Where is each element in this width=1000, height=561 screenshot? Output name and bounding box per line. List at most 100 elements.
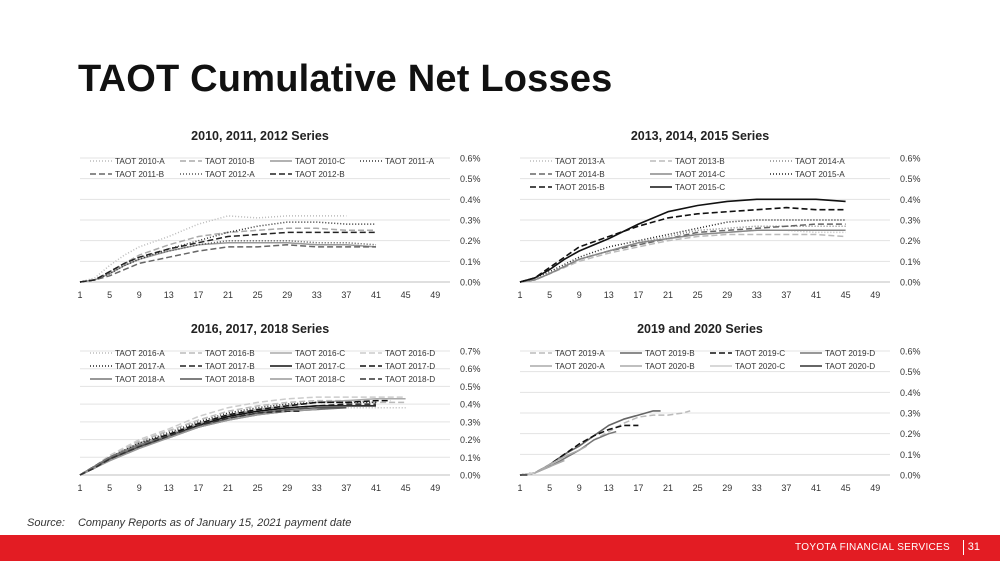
- chart-2013-2015: 2013, 2014, 2015 Series 0.0% 0.1% 0.2% 0.3% 0…: [517, 129, 921, 300]
- x-tick-label: 45: [841, 290, 851, 300]
- x-tick-label: 45: [841, 483, 851, 493]
- x-tick-label: 17: [193, 290, 203, 300]
- x-tick-label: 49: [870, 483, 880, 493]
- x-tick-label: 49: [430, 290, 440, 300]
- legend-label: TAOT 2018-D: [385, 375, 435, 384]
- legend-label: TAOT 2019-C: [735, 349, 785, 358]
- y-tick-label: 0.4%: [460, 195, 481, 205]
- series-line: [519, 445, 587, 476]
- legend-label: TAOT 2017-D: [385, 362, 435, 371]
- x-tick-label: 5: [547, 290, 552, 300]
- y-tick-label: 0.6%: [460, 154, 481, 164]
- x-tick-label: 41: [371, 290, 381, 300]
- x-tick-label: 1: [517, 290, 522, 300]
- legend-label: TAOT 2020-D: [825, 362, 875, 371]
- y-tick-label: 0.3%: [460, 216, 481, 226]
- legend-label: TAOT 2019-B: [645, 349, 695, 358]
- series-line: [79, 244, 376, 283]
- x-tick-label: 5: [107, 290, 112, 300]
- y-tick-label: 0.4%: [900, 388, 921, 398]
- legend-label: TAOT 2015-A: [795, 170, 845, 179]
- x-tick-label: 25: [693, 290, 703, 300]
- source-label: Source:: [27, 517, 65, 529]
- y-tick-label: 0.5%: [900, 174, 921, 184]
- legend-label: TAOT 2019-A: [555, 349, 605, 358]
- y-tick-label: 0.1%: [900, 257, 921, 267]
- x-tick-label: 41: [811, 290, 821, 300]
- series-line: [519, 206, 846, 283]
- series-line: [79, 221, 376, 283]
- x-tick-label: 21: [223, 290, 233, 300]
- y-tick-label: 0.4%: [460, 400, 481, 410]
- series-line: [79, 405, 376, 476]
- x-tick-label: 21: [663, 483, 673, 493]
- series-line: [79, 231, 376, 283]
- y-tick-label: 0.3%: [900, 409, 921, 419]
- legend-label: TAOT 2014-B: [555, 170, 605, 179]
- x-tick-label: 1: [517, 483, 522, 493]
- legend-label: TAOT 2011-A: [385, 157, 435, 166]
- x-tick-label: 29: [282, 290, 292, 300]
- y-tick-label: 0.3%: [460, 417, 481, 427]
- legend-label: TAOT 2018-B: [205, 375, 255, 384]
- y-tick-label: 0.2%: [900, 429, 921, 439]
- legend-label: TAOT 2020-B: [645, 362, 695, 371]
- x-tick-label: 9: [577, 290, 582, 300]
- x-tick-label: 13: [604, 483, 614, 493]
- legend-label: TAOT 2013-B: [675, 157, 725, 166]
- x-tick-label: 9: [137, 290, 142, 300]
- x-tick-label: 29: [722, 483, 732, 493]
- y-tick-label: 0.5%: [900, 367, 921, 377]
- page-title: TAOT Cumulative Net Losses: [78, 58, 613, 100]
- x-tick-label: 37: [781, 483, 791, 493]
- x-tick-label: 33: [312, 290, 322, 300]
- x-tick-label: 13: [164, 290, 174, 300]
- y-tick-label: 0.1%: [460, 453, 481, 463]
- chart-title: 2016, 2017, 2018 Series: [191, 322, 329, 336]
- legend-label: TAOT 2015-B: [555, 183, 605, 192]
- x-tick-label: 49: [430, 483, 440, 493]
- legend-label: TAOT 2010-A: [115, 157, 165, 166]
- x-tick-label: 29: [282, 483, 292, 493]
- x-tick-label: 17: [633, 483, 643, 493]
- legend-label: TAOT 2010-B: [205, 157, 255, 166]
- y-tick-label: 0.2%: [460, 435, 481, 445]
- legend-label: TAOT 2018-C: [295, 375, 345, 384]
- x-tick-label: 25: [253, 483, 263, 493]
- legend-label: TAOT 2016-D: [385, 349, 435, 358]
- series-line: [519, 229, 846, 283]
- series-line: [79, 410, 302, 476]
- source-text: Company Reports as of January 15, 2021 p…: [77, 517, 352, 529]
- legend-label: TAOT 2013-A: [555, 157, 605, 166]
- y-tick-label: 0.0%: [460, 278, 481, 288]
- y-tick-label: 0.0%: [900, 278, 921, 288]
- x-tick-label: 5: [547, 483, 552, 493]
- x-tick-label: 25: [253, 290, 263, 300]
- footer-divider: [963, 540, 964, 555]
- chart-2019-2020: 2019 and 2020 Series 0.0% 0.1% 0.2% 0.3% 0.4%…: [517, 322, 921, 493]
- series-line: [79, 401, 376, 476]
- y-tick-label: 0.5%: [460, 382, 481, 392]
- footer-bar: TOYOTA FINANCIAL SERVICES 31: [0, 535, 1000, 561]
- footer-company: TOYOTA FINANCIAL SERVICES: [795, 542, 950, 553]
- y-tick-label: 0.3%: [900, 216, 921, 226]
- series-line: [79, 215, 347, 283]
- x-tick-label: 33: [752, 483, 762, 493]
- series-line: [519, 459, 565, 476]
- x-tick-label: 13: [164, 483, 174, 493]
- x-tick-label: 41: [811, 483, 821, 493]
- series-line: [519, 430, 617, 476]
- series-line: [519, 219, 846, 283]
- y-tick-label: 0.6%: [900, 154, 921, 164]
- legend-label: TAOT 2020-C: [735, 362, 785, 371]
- legend-label: TAOT 2020-A: [555, 362, 605, 371]
- y-tick-label: 0.1%: [900, 450, 921, 460]
- legend-label: TAOT 2018-A: [115, 375, 165, 384]
- series-line: [79, 396, 406, 476]
- legend-label: TAOT 2016-B: [205, 349, 255, 358]
- x-tick-label: 5: [107, 483, 112, 493]
- x-tick-label: 41: [371, 483, 381, 493]
- legend-label: TAOT 2012-B: [295, 170, 345, 179]
- x-tick-label: 9: [577, 483, 582, 493]
- x-tick-label: 17: [193, 483, 203, 493]
